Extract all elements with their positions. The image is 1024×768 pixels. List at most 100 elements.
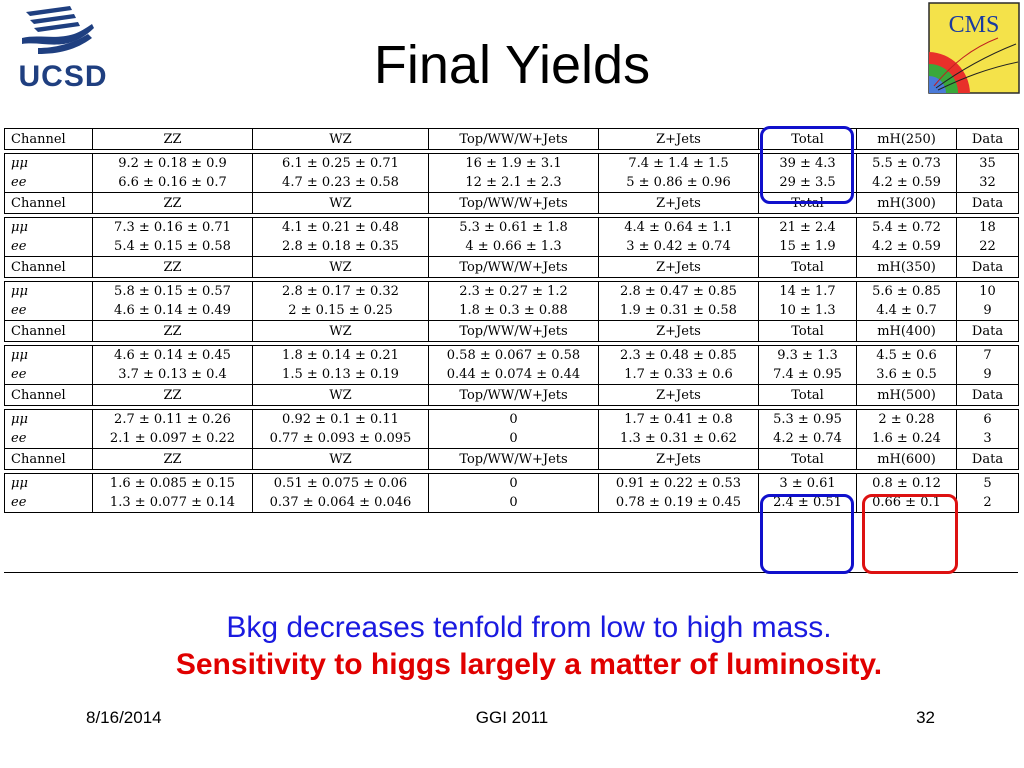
yield-cell: 4.2 ± 0.59 (856, 237, 957, 257)
header-cell: Z+Jets (598, 448, 759, 470)
ucsd-logo: UCSD (8, 4, 118, 96)
yield-cell: 0.91 ± 0.22 ± 0.53 (598, 473, 759, 493)
yield-cell: 1.3 ± 0.31 ± 0.62 (598, 429, 759, 449)
table-row: ee 3.7 ± 0.13 ± 0.4 1.5 ± 0.13 ± 0.19 0.44 … (4, 365, 1019, 385)
ucsd-trident-icon (22, 6, 94, 54)
yield-cell: 5 ± 0.86 ± 0.96 (598, 173, 759, 193)
channel-cell: ee (4, 301, 93, 321)
yield-cell: 10 (956, 281, 1019, 301)
yield-cell: 3.7 ± 0.13 ± 0.4 (92, 365, 253, 385)
table-bottom-rule (4, 572, 1018, 573)
yield-cell: 5.4 ± 0.72 (856, 217, 957, 237)
header-cell: ZZ (92, 448, 253, 470)
channel-cell: ee (4, 429, 93, 449)
yield-cell: 1.3 ± 0.077 ± 0.14 (92, 493, 253, 513)
yield-cell: 39 ± 4.3 (758, 153, 857, 173)
yield-cell: 4.7 ± 0.23 ± 0.58 (252, 173, 429, 193)
channel-cell: μμ (4, 345, 93, 365)
table-row: μμ 5.8 ± 0.15 ± 0.57 2.8 ± 0.17 ± 0.32 2.3 … (4, 281, 1019, 301)
header-cell: Data (956, 384, 1019, 406)
yield-cell: 14 ± 1.7 (758, 281, 857, 301)
yield-cell: 4.1 ± 0.21 ± 0.48 (252, 217, 429, 237)
yield-cell: 0 (428, 409, 599, 429)
header-row: Channel ZZ WZ Top/WW/W+Jets Z+Jets Total mH(40… (4, 320, 1019, 342)
ucsd-logo-text: UCSD (18, 60, 108, 93)
yield-cell: 9.2 ± 0.18 ± 0.9 (92, 153, 253, 173)
header-row: Channel ZZ WZ Top/WW/W+Jets Z+Jets Total mH(35… (4, 256, 1019, 278)
header-cell: Top/WW/W+Jets (428, 256, 599, 278)
header-cell: Total (758, 320, 857, 342)
yield-cell: 9.3 ± 1.3 (758, 345, 857, 365)
yield-cell: 6 (956, 409, 1019, 429)
channel-cell: μμ (4, 153, 93, 173)
header-row: Channel ZZ WZ Top/WW/W+Jets Z+Jets Total mH(25… (4, 128, 1019, 150)
header-cell: Data (956, 192, 1019, 214)
header-cell: Data (956, 320, 1019, 342)
yield-cell: 4.6 ± 0.14 ± 0.45 (92, 345, 253, 365)
yield-cell: 15 ± 1.9 (758, 237, 857, 257)
yield-cell: 18 (956, 217, 1019, 237)
highlight-signal-mh600 (862, 494, 958, 574)
header-cell: Channel (4, 384, 93, 406)
header-cell: mH(600) (856, 448, 957, 470)
table-row: ee 4.6 ± 0.14 ± 0.49 2 ± 0.15 ± 0.25 1.8 ± … (4, 301, 1019, 321)
svg-text:CMS: CMS (949, 12, 1000, 38)
yield-cell: 4 ± 0.66 ± 1.3 (428, 237, 599, 257)
cms-logo: CMS (928, 2, 1020, 94)
yield-cell: 1.8 ± 0.14 ± 0.21 (252, 345, 429, 365)
yield-cell: 0 (428, 429, 599, 449)
yield-cell: 4.6 ± 0.14 ± 0.49 (92, 301, 253, 321)
yield-cell: 2.1 ± 0.097 ± 0.22 (92, 429, 253, 449)
yield-cell: 0.92 ± 0.1 ± 0.11 (252, 409, 429, 429)
yield-cell: 3 ± 0.61 (758, 473, 857, 493)
yield-cell: 0.8 ± 0.12 (856, 473, 957, 493)
header-cell: WZ (252, 320, 429, 342)
header-cell: WZ (252, 384, 429, 406)
yield-cell: 3 ± 0.42 ± 0.74 (598, 237, 759, 257)
header-cell: Z+Jets (598, 128, 759, 150)
table-row: μμ 2.7 ± 0.11 ± 0.26 0.92 ± 0.1 ± 0.11 0 1.7… (4, 409, 1019, 429)
header-cell: mH(350) (856, 256, 957, 278)
yield-cell: 4.2 ± 0.59 (856, 173, 957, 193)
header-cell: ZZ (92, 192, 253, 214)
cms-detector-icon: CMS (928, 2, 1020, 94)
table-row: ee 2.1 ± 0.097 ± 0.22 0.77 ± 0.093 ± 0.095… (4, 429, 1019, 449)
channel-cell: ee (4, 365, 93, 385)
table-row: ee 1.3 ± 0.077 ± 0.14 0.37 ± 0.064 ± 0.046… (4, 493, 1019, 513)
yield-cell: 0 (428, 473, 599, 493)
yield-cell: 0.78 ± 0.19 ± 0.45 (598, 493, 759, 513)
header-cell: WZ (252, 448, 429, 470)
yield-cell: 2 ± 0.28 (856, 409, 957, 429)
header-cell: ZZ (92, 384, 253, 406)
yield-cell: 7.4 ± 1.4 ± 1.5 (598, 153, 759, 173)
channel-cell: μμ (4, 473, 93, 493)
header-cell: Top/WW/W+Jets (428, 320, 599, 342)
footer-center: GGI 2011 (475, 708, 549, 727)
yield-cell: 5.6 ± 0.85 (856, 281, 957, 301)
yield-cell: 1.5 ± 0.13 ± 0.19 (252, 365, 429, 385)
header-cell: Channel (4, 128, 93, 150)
yield-cell: 2.3 ± 0.27 ± 1.2 (428, 281, 599, 301)
yield-cell: 3.6 ± 0.5 (856, 365, 957, 385)
yield-cell: 4.4 ± 0.64 ± 1.1 (598, 217, 759, 237)
table-row: ee 6.6 ± 0.16 ± 0.7 4.7 ± 0.23 ± 0.58 12 ± … (4, 173, 1019, 193)
header-cell: Z+Jets (598, 320, 759, 342)
header-cell: Top/WW/W+Jets (428, 192, 599, 214)
table-row: μμ 4.6 ± 0.14 ± 0.45 1.8 ± 0.14 ± 0.21 0.58… (4, 345, 1019, 365)
yield-cell: 0.37 ± 0.064 ± 0.046 (252, 493, 429, 513)
yield-cell: 9 (956, 365, 1019, 385)
yield-cell: 3 (956, 429, 1019, 449)
channel-cell: μμ (4, 281, 93, 301)
header-cell: Top/WW/W+Jets (428, 128, 599, 150)
caption-background: Bkg decreases tenfold from low to high m… (226, 611, 832, 644)
yield-cell: 4.5 ± 0.6 (856, 345, 957, 365)
header-cell: ZZ (92, 320, 253, 342)
yield-cell: 22 (956, 237, 1019, 257)
header-row: Channel ZZ WZ Top/WW/W+Jets Z+Jets Total mH(50… (4, 384, 1019, 406)
yield-cell: 4.2 ± 0.74 (758, 429, 857, 449)
header-cell: mH(500) (856, 384, 957, 406)
header-cell: Channel (4, 448, 93, 470)
yield-cell: 1.6 ± 0.24 (856, 429, 957, 449)
footer-page-number: 32 (916, 708, 935, 727)
yield-cell: 2.8 ± 0.47 ± 0.85 (598, 281, 759, 301)
